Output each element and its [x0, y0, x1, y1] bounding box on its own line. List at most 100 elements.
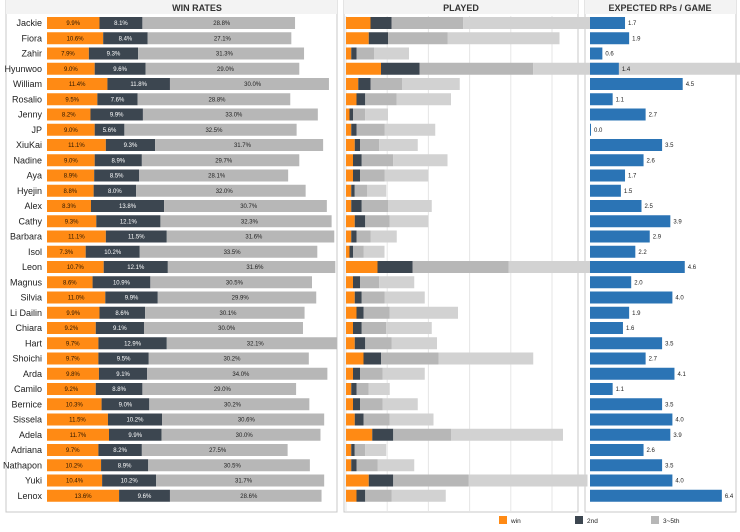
win-rate-segment-2nd	[88, 47, 139, 60]
expected-rp-bar	[590, 428, 671, 441]
win-rate-label: 10.9%	[113, 280, 131, 286]
win-rate-segment-3-5th	[147, 32, 292, 45]
character-name: XiuKai	[16, 140, 42, 150]
win-rate-segment-3-5th	[143, 322, 303, 334]
win-rate-segment-win	[47, 459, 102, 472]
win-rate-segment-3-5th	[139, 169, 289, 182]
played-segment-4th-	[468, 474, 588, 487]
played-segment-win	[346, 413, 355, 426]
played-segment-win	[346, 459, 352, 472]
expected-rp-label: 3.5	[665, 341, 674, 347]
legend-swatch-win	[499, 516, 507, 524]
win-rate-segment-2nd	[109, 428, 162, 441]
win-rate-label: 27.1%	[214, 36, 232, 42]
win-rate-segment-2nd	[95, 322, 144, 334]
win-rate-segment-2nd	[98, 444, 142, 456]
expected-rp-label: 4.1	[677, 372, 686, 378]
played-segment-3-5th	[361, 291, 385, 304]
played-segment-4th-	[382, 398, 418, 411]
win-rate-label: 30.1%	[219, 311, 237, 317]
played-segment-3-5th	[412, 261, 509, 273]
played-segment-4th-	[391, 337, 437, 350]
win-rate-segment-win	[47, 306, 100, 319]
played-segment-3-5th	[356, 459, 378, 472]
expected-rp-bar	[590, 474, 673, 487]
played-segment-3-5th	[361, 154, 394, 167]
expected-rp-label: 3.5	[665, 143, 674, 149]
win-rate-segment-3-5th	[155, 139, 324, 151]
played-segment-3-5th	[393, 474, 469, 487]
character-names: Jackie Fiora Zahir Hyunwoo William Rosalio Jen…	[3, 18, 43, 501]
win-rate-label: 9.1%	[113, 326, 127, 332]
played-segment-2nd	[351, 383, 357, 395]
win-rate-label: 9.5%	[65, 97, 79, 103]
expected-rp-bar	[590, 489, 722, 502]
played-segment-2nd	[363, 352, 381, 365]
win-rate-label: 9.0%	[64, 128, 78, 134]
expected-rp-bar	[590, 123, 591, 136]
win-rate-segment-2nd	[119, 489, 170, 502]
win-rate-segment-3-5th	[167, 261, 336, 273]
played-segment-2nd	[354, 413, 364, 426]
character-name: Jackie	[16, 18, 42, 28]
played-title: PLAYED	[443, 3, 479, 13]
expected-rp-label: 2.0	[634, 280, 643, 286]
character-name: Fiora	[21, 33, 42, 43]
win-rate-segment-2nd	[98, 337, 167, 350]
win-rate-label: 10.2%	[121, 479, 139, 485]
expected-rp-label: 1.1	[616, 97, 625, 103]
played-segment-3-5th	[356, 47, 374, 60]
expected-rp-label: 4.0	[675, 479, 684, 485]
character-name: Bernice	[11, 399, 42, 409]
played-segment-win	[346, 78, 359, 90]
expected-rp-bar	[590, 413, 673, 426]
win-rate-label: 9.2%	[65, 326, 79, 332]
expected-rp-label: 4.0	[675, 296, 684, 302]
win-rate-segment-win	[47, 200, 91, 212]
win-rate-segment-2nd	[101, 459, 149, 472]
win-rate-segment-2nd	[90, 200, 165, 212]
win-rate-label: 28.1%	[208, 174, 226, 180]
played-segment-2nd	[353, 154, 362, 167]
played-segment-4th-	[377, 459, 415, 472]
played-segment-4th-	[388, 200, 432, 212]
expected-rp-label: 1.4	[622, 67, 631, 73]
expected-rp-bar	[590, 200, 642, 212]
character-name: Cathy	[18, 216, 42, 226]
played-segment-4th-	[370, 230, 397, 243]
win-rate-segment-3-5th	[138, 47, 305, 60]
win-rate-label: 7.9%	[61, 52, 75, 58]
character-name: Magnus	[10, 277, 43, 287]
played-segment-3-5th	[353, 108, 366, 121]
win-rate-segment-3-5th	[169, 489, 322, 502]
played-segment-4th-	[382, 367, 425, 380]
expected-rp-label: 2.2	[638, 250, 647, 256]
played-segment-win	[346, 352, 364, 365]
played-segment-2nd	[354, 337, 366, 350]
played-segment-win	[346, 93, 357, 106]
expected-rp-bar	[590, 261, 685, 273]
played-segment-win	[346, 444, 352, 456]
win-rate-label: 10.2%	[104, 250, 122, 256]
played-segment-4th-	[389, 215, 429, 228]
played-segment-2nd	[353, 322, 362, 334]
win-rate-segment-2nd	[94, 154, 142, 167]
played-segment-3-5th	[356, 123, 385, 136]
expected-rp-bar	[590, 215, 671, 228]
win-rate-label: 10.3%	[66, 402, 84, 408]
expected-rp-bar	[590, 444, 644, 456]
character-name: Hyunwoo	[4, 64, 42, 74]
win-rate-label: 10.4%	[66, 479, 84, 485]
played-segment-4th-	[384, 291, 425, 304]
played-segment-4th-	[447, 32, 560, 45]
win-rate-label: 31.7%	[235, 479, 253, 485]
played-segment-3-5th	[356, 230, 371, 243]
win-rate-label: 9.7%	[66, 357, 80, 363]
expected-rp-label: 1.9	[632, 36, 641, 42]
played-segment-win	[346, 47, 352, 60]
win-rate-label: 11.7%	[70, 433, 87, 439]
played-segment-win	[346, 139, 355, 151]
win-rate-segment-win	[47, 322, 96, 334]
win-rate-label: 10.2%	[66, 463, 84, 469]
win-rate-segment-2nd	[98, 352, 149, 365]
